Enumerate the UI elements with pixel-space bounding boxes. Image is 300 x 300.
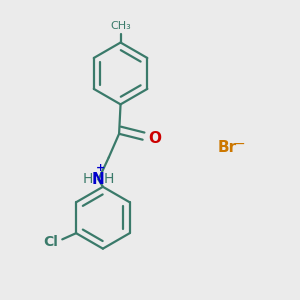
Text: CH₃: CH₃ xyxy=(110,21,131,31)
Text: Br: Br xyxy=(218,140,237,154)
Text: −: − xyxy=(234,137,245,151)
Text: O: O xyxy=(148,131,161,146)
Text: N: N xyxy=(92,172,105,187)
Text: Cl: Cl xyxy=(44,235,59,249)
Text: H: H xyxy=(104,172,114,186)
Text: H: H xyxy=(83,172,93,186)
Text: +: + xyxy=(96,163,106,173)
